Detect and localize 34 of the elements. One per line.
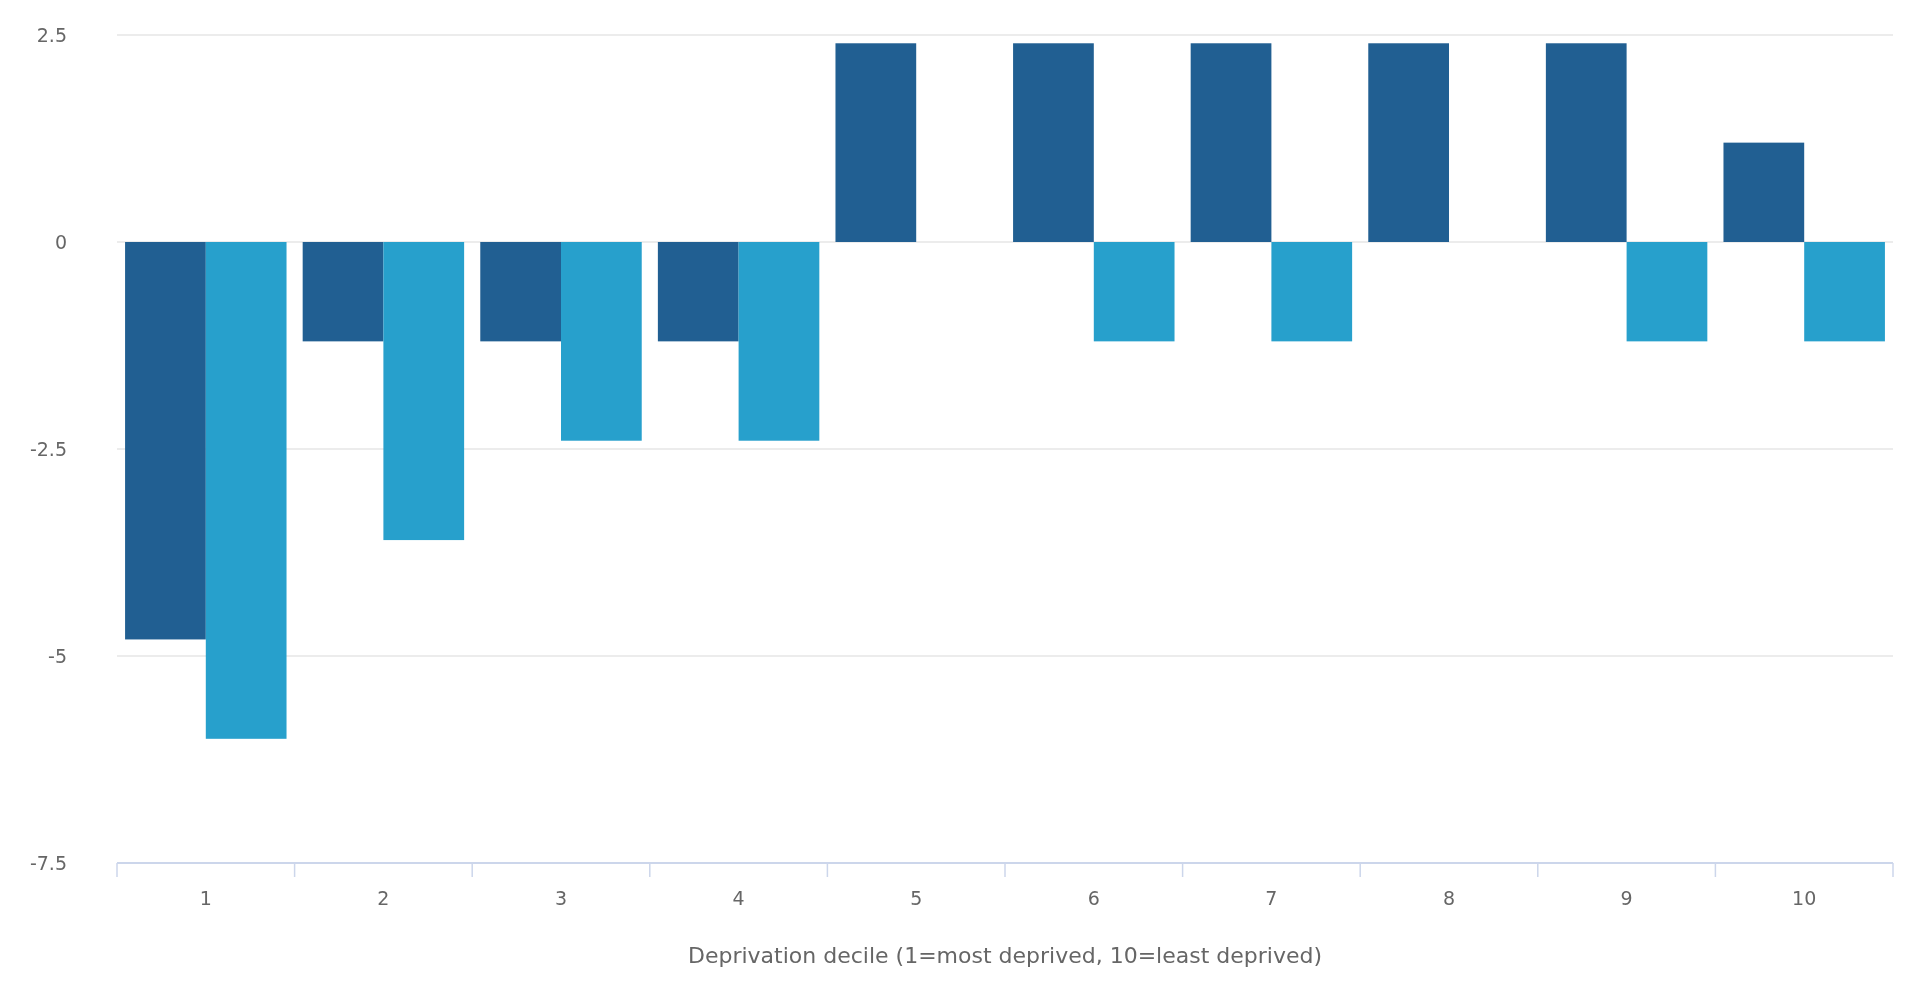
bar — [1190, 43, 1272, 242]
bar — [1545, 43, 1627, 242]
bar — [1368, 43, 1449, 242]
x-tick-label: 9 — [1620, 887, 1633, 909]
y-tick-label: -7.5 — [29, 852, 67, 874]
y-tick-label: 0 — [54, 231, 67, 253]
x-tick-label: 2 — [377, 887, 390, 909]
bar — [738, 242, 820, 441]
y-tick-label: -2.5 — [29, 438, 67, 460]
x-tick-label: 6 — [1087, 887, 1100, 909]
bar — [205, 242, 287, 739]
y-tick-label: -5 — [48, 645, 67, 667]
x-tick-label: 1 — [199, 887, 212, 909]
x-tick-label: 10 — [1792, 887, 1817, 909]
bar — [383, 242, 465, 541]
bar — [1804, 242, 1885, 342]
bar — [561, 242, 642, 441]
bar — [1271, 242, 1353, 342]
bar — [125, 242, 206, 640]
bar — [1626, 242, 1708, 342]
x-tick-label: 5 — [910, 887, 923, 909]
x-tick-label: 4 — [732, 887, 745, 909]
bar — [1013, 43, 1094, 242]
y-tick-label: 2.5 — [36, 24, 67, 46]
bar — [480, 242, 561, 342]
bar — [1723, 142, 1805, 242]
x-tick-label: 8 — [1442, 887, 1456, 909]
bar — [302, 242, 384, 342]
x-tick-label: 7 — [1265, 887, 1278, 909]
bar — [657, 242, 739, 342]
x-axis-title: Deprivation decile (1=most deprived, 10=least deprived) — [687, 943, 1323, 968]
x-tick-label: 3 — [554, 887, 568, 909]
bar — [1093, 242, 1175, 342]
bar — [835, 43, 917, 242]
